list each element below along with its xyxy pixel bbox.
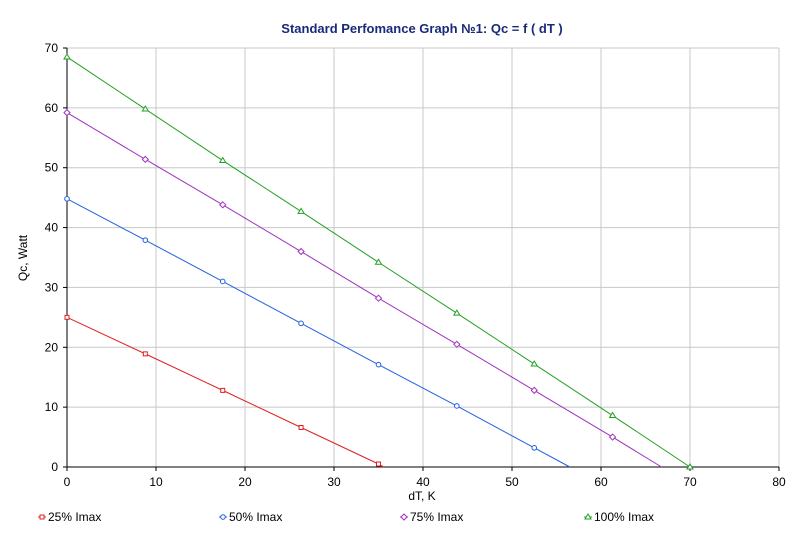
x-tick-label: 10	[149, 475, 163, 489]
y-tick-label: 20	[45, 340, 59, 354]
data-point	[453, 340, 461, 348]
data-point	[142, 237, 149, 243]
data-point	[454, 403, 460, 409]
data-point	[608, 411, 617, 419]
legend-marker	[220, 514, 226, 520]
series-line	[66, 316, 385, 468]
x-tick-label: 60	[594, 475, 608, 489]
data-point	[452, 309, 461, 316]
y-tick-label: 0	[51, 460, 58, 474]
x-tick-label: 80	[772, 475, 786, 489]
y-tick-label: 60	[45, 101, 59, 115]
data-point	[531, 445, 538, 451]
x-axis-ticks: 0 10 20 30 40 50 60 70 80	[64, 467, 786, 489]
x-tick-label: 0	[64, 475, 71, 489]
x-tick-label: 40	[416, 475, 430, 489]
data-point	[142, 351, 148, 357]
data-point	[219, 201, 227, 209]
data-point	[220, 387, 226, 393]
y-tick-label: 50	[45, 161, 59, 175]
data-point	[63, 108, 71, 117]
legend-marker	[39, 514, 45, 520]
legend-marker	[400, 513, 408, 521]
data-point	[141, 155, 150, 164]
y-axis-ticks: 0 10 20 30 40 50 60 70	[45, 41, 67, 474]
legend-label: 50% Imax	[229, 510, 282, 524]
legend-label: 25% Imax	[48, 510, 101, 524]
data-point	[374, 294, 383, 302]
data-point	[608, 433, 617, 441]
data-point	[297, 247, 305, 256]
data-point	[298, 320, 304, 327]
data-point	[141, 105, 150, 112]
legend-item-2[interactable]: 50% Imax	[219, 510, 282, 524]
legend-item-4[interactable]: 100% Imax	[584, 510, 654, 524]
chart-title: Standard Perfomance Graph №1: Qc = f ( d…	[281, 21, 562, 36]
data-point	[297, 207, 305, 214]
legend-label: 100% Imax	[594, 510, 654, 524]
legend-label: 75% Imax	[410, 510, 463, 524]
data-point	[374, 258, 383, 265]
data-point	[64, 196, 70, 202]
series-group	[63, 53, 694, 470]
data-point	[530, 386, 538, 395]
y-tick-label: 70	[45, 41, 59, 55]
data-point	[530, 360, 539, 367]
data-point	[218, 156, 227, 164]
y-tick-label: 40	[45, 221, 59, 235]
data-point	[298, 424, 304, 430]
y-tick-label: 10	[45, 400, 59, 414]
x-tick-label: 70	[683, 475, 697, 489]
series-2	[64, 196, 571, 468]
legend-item-1[interactable]: 25% Imax	[38, 510, 101, 524]
series-3	[63, 108, 662, 468]
x-axis-label: dT, K	[408, 489, 435, 503]
data-point	[376, 461, 381, 467]
series-line	[66, 198, 571, 468]
x-tick-label: 50	[505, 475, 519, 489]
legend[interactable]: 25% Imax 50% Imax 75% Imax 100% Imax	[38, 510, 654, 524]
data-point	[64, 314, 70, 320]
data-point	[686, 463, 694, 470]
x-tick-label: 30	[327, 475, 341, 489]
grid-lines	[67, 47, 780, 467]
data-point	[375, 361, 382, 368]
series-4	[63, 53, 694, 470]
y-tick-label: 30	[45, 280, 59, 294]
data-point	[63, 53, 71, 60]
x-tick-label: 20	[238, 475, 252, 489]
data-point	[219, 278, 226, 285]
series-1	[64, 314, 385, 468]
legend-item-3[interactable]: 75% Imax	[400, 510, 463, 524]
y-axis-label: Qc, Watt	[16, 234, 30, 281]
legend-marker	[584, 513, 592, 520]
